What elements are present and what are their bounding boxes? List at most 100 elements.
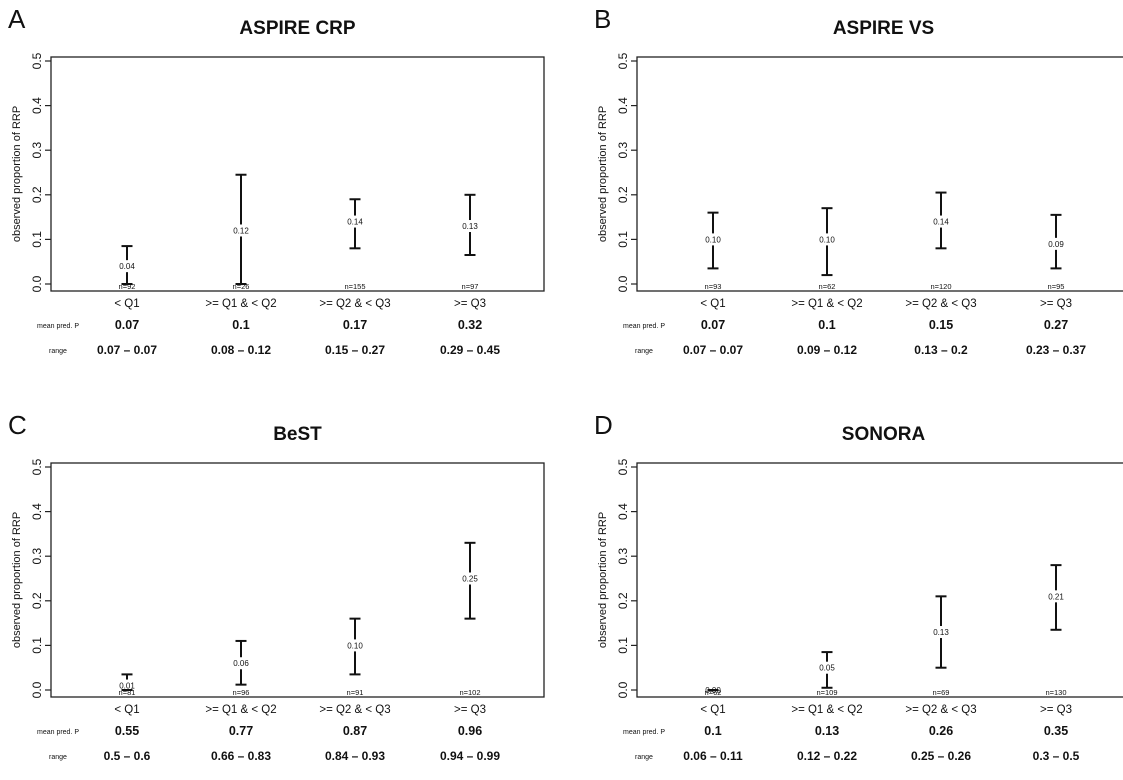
panel-letter: C: [8, 410, 27, 440]
point-estimate-label: 0.09: [1048, 240, 1064, 249]
mean-pred-row-label: mean pred. P: [623, 729, 665, 736]
mean-pred-value: 0.07: [115, 318, 139, 332]
sample-size-label: n=96: [233, 688, 250, 697]
range-value: 0.66 – 0.83: [211, 749, 271, 763]
category-label: < Q1: [700, 298, 725, 310]
y-tick-label: 0.0: [616, 275, 630, 292]
mean-pred-row-label: mean pred. P: [623, 323, 665, 330]
panel-b: B ASPIRE VS 0.0 0.1 0.2 0.3 0.4 0.5 observed pro…: [590, 4, 1123, 374]
mean-pred-value: 0.96: [458, 724, 482, 738]
mean-pred-value: 0.87: [343, 724, 367, 738]
chart-b: B ASPIRE VS 0.0 0.1 0.2 0.3 0.4 0.5 observed pro…: [594, 4, 1123, 357]
point-estimate-label: 0.10: [819, 235, 835, 244]
plot-frame: [636, 56, 1123, 292]
y-tick-label: 0.1: [616, 231, 630, 248]
point-estimate-label: 0.12: [233, 226, 249, 235]
y-tick-label: 0.4: [30, 503, 44, 520]
mean-pred-value: 0.35: [1044, 724, 1068, 738]
y-tick-label: 0.0: [616, 681, 630, 698]
mean-pred-value: 0.27: [1044, 318, 1068, 332]
y-tick-label: 0.1: [30, 231, 44, 248]
y-tick-label: 0.3: [30, 142, 44, 159]
mean-pred-value: 0.07: [701, 318, 725, 332]
category-label: >= Q1 & < Q2: [791, 298, 862, 310]
sample-size-label: n=130: [1045, 688, 1066, 697]
panel-letter: D: [594, 410, 613, 440]
y-tick-label: 0.5: [30, 52, 44, 69]
chart-title: ASPIRE VS: [833, 18, 934, 39]
category-label: >= Q3: [1040, 298, 1072, 310]
mean-pred-row-label: mean pred. P: [37, 323, 79, 330]
y-tick-label: 0.2: [616, 186, 630, 203]
category-label: < Q1: [114, 704, 139, 716]
y-tick-label: 0.1: [30, 637, 44, 654]
point-estimate-label: 0.13: [462, 222, 478, 231]
category-label: >= Q2 & < Q3: [319, 704, 390, 716]
panel-c: C BeST 0.0 0.1 0.2 0.3 0.4 0.5 observed proporti…: [4, 410, 554, 780]
y-axis-label: observed proportion of RRP: [11, 106, 23, 242]
y-tick-label: 0.3: [30, 548, 44, 565]
y-axis-label: observed proportion of RRP: [11, 512, 23, 648]
sample-size-label: n=155: [344, 282, 365, 291]
category-label: >= Q2 & < Q3: [319, 298, 390, 310]
panel-letter: A: [8, 4, 26, 34]
category-label: < Q1: [700, 704, 725, 716]
sample-size-label: n=109: [816, 688, 837, 697]
y-tick-label: 0.3: [616, 548, 630, 565]
y-tick-label: 0.2: [30, 186, 44, 203]
mean-pred-value: 0.13: [815, 724, 839, 738]
sample-size-label: n=92: [119, 282, 136, 291]
point-estimate-label: 0.00: [705, 686, 721, 695]
mean-pred-value: 0.77: [229, 724, 253, 738]
point-estimate-label: 0.21: [1048, 592, 1064, 601]
mean-pred-value: 0.55: [115, 724, 139, 738]
sample-size-label: n=26: [233, 282, 250, 291]
y-tick-label: 0.5: [30, 458, 44, 475]
chart-d: D SONORA 0.0 0.1 0.2 0.3 0.4 0.5 observed propor…: [594, 410, 1123, 763]
point-estimate-label: 0.10: [705, 235, 721, 244]
sample-size-label: n=97: [462, 282, 479, 291]
range-value: 0.06 – 0.11: [683, 749, 743, 763]
category-label: >= Q1 & < Q2: [791, 704, 862, 716]
range-value: 0.09 – 0.12: [797, 343, 857, 357]
y-tick-label: 0.0: [30, 275, 44, 292]
range-value: 0.13 – 0.2: [914, 343, 968, 357]
range-value: 0.07 – 0.07: [683, 343, 743, 357]
point-estimate-label: 0.14: [347, 218, 363, 227]
point-estimate-label: 0.04: [119, 262, 135, 271]
y-tick-label: 0.4: [616, 503, 630, 520]
y-axis-label: observed proportion of RRP: [597, 512, 609, 648]
mean-pred-value: 0.26: [929, 724, 953, 738]
point-estimate-label: 0.05: [819, 664, 835, 673]
plot-frame: [636, 462, 1123, 698]
panel-a: A ASPIRE CRP 0.0 0.1 0.2 0.3 0.4 0.5 observed pr…: [4, 4, 554, 374]
sample-size-label: n=69: [933, 688, 950, 697]
range-value: 0.15 – 0.27: [325, 343, 385, 357]
sample-size-label: n=95: [1048, 282, 1065, 291]
mean-pred-value: 0.1: [232, 318, 249, 332]
sample-size-label: n=91: [347, 688, 364, 697]
category-label: >= Q3: [454, 298, 486, 310]
range-value: 0.5 – 0.6: [104, 749, 151, 763]
point-estimate-label: 0.13: [933, 628, 949, 637]
mean-pred-value: 0.1: [818, 318, 835, 332]
category-label: < Q1: [114, 298, 139, 310]
y-tick-label: 0.4: [616, 97, 630, 114]
range-value: 0.94 – 0.99: [440, 749, 500, 763]
range-value: 0.25 – 0.26: [911, 749, 971, 763]
range-row-label: range: [49, 348, 67, 355]
chart-a: A ASPIRE CRP 0.0 0.1 0.2 0.3 0.4 0.5 observed pr…: [8, 4, 545, 357]
y-tick-label: 0.4: [30, 97, 44, 114]
chart-title: BeST: [273, 424, 322, 445]
y-tick-label: 0.2: [616, 592, 630, 609]
y-tick-label: 0.0: [30, 681, 44, 698]
y-tick-label: 0.2: [30, 592, 44, 609]
range-value: 0.12 – 0.22: [797, 749, 857, 763]
panel-letter: B: [594, 4, 611, 34]
point-estimate-label: 0.06: [233, 659, 249, 668]
sample-size-label: n=62: [705, 688, 722, 697]
category-label: >= Q2 & < Q3: [905, 298, 976, 310]
category-label: >= Q3: [454, 704, 486, 716]
point-estimate-label: 0.01: [119, 682, 135, 691]
panel-d: D SONORA 0.0 0.1 0.2 0.3 0.4 0.5 observed propor…: [590, 410, 1123, 780]
